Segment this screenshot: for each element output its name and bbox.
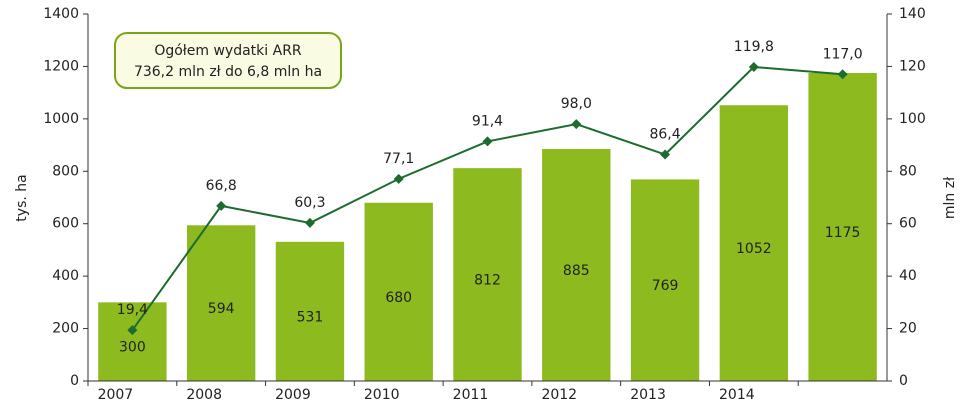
- line-value-label: 86,4: [649, 127, 680, 143]
- line-marker: [837, 69, 848, 80]
- bar: [808, 72, 877, 381]
- bar-value-label: 300: [119, 340, 146, 356]
- x-tick-label: 2008: [186, 387, 222, 403]
- bar-value-label: 531: [297, 309, 324, 325]
- y-tick-label: 1000: [43, 111, 79, 127]
- line-marker: [571, 119, 582, 130]
- x-tick-label: 2010: [364, 387, 400, 403]
- line-value-label: 98,0: [561, 96, 592, 112]
- bar: [542, 149, 611, 381]
- line-marker: [393, 173, 404, 184]
- x-tick-label: 2007: [98, 387, 134, 403]
- line-marker: [748, 61, 759, 72]
- bar: [186, 225, 256, 381]
- line-marker: [216, 200, 227, 211]
- x-tick-label: 2014: [719, 387, 755, 403]
- y-axis-label: tys. ha: [14, 174, 30, 221]
- y2-axis-label: mln zł: [942, 177, 958, 219]
- line-marker: [304, 217, 315, 228]
- bar-value-label: 1052: [736, 241, 772, 257]
- line-marker: [660, 149, 671, 160]
- y2-tick-label: 60: [899, 216, 917, 232]
- y-tick-label: 800: [52, 163, 79, 179]
- y-tick-label: 0: [70, 373, 79, 389]
- line-value-label: 77,1: [383, 151, 414, 167]
- line-value-label: 117,0: [823, 46, 863, 62]
- annotation-box: [114, 32, 342, 89]
- bar: [98, 302, 167, 381]
- y-tick-label: 200: [52, 321, 79, 337]
- bar-value-label: 680: [385, 290, 412, 306]
- bar: [364, 202, 433, 381]
- bar-value-label: 812: [474, 273, 501, 289]
- line-value-label: 119,8: [734, 39, 774, 55]
- annotation: Ogółem wydatki ARR: [154, 43, 302, 59]
- y-tick-label: 1400: [43, 6, 79, 22]
- x-tick-label: 2012: [541, 387, 577, 403]
- bar-value-label: 769: [652, 278, 679, 294]
- y-tick-label: 1200: [43, 58, 79, 74]
- bar-value-label: 885: [563, 263, 590, 279]
- line-marker: [482, 136, 493, 147]
- annotation: 736,2 mln zł do 6,8 mln ha: [134, 64, 322, 80]
- y2-tick-label: 20: [899, 321, 917, 337]
- y2-tick-label: 80: [899, 163, 917, 179]
- x-tick-label: 2009: [275, 387, 311, 403]
- y2-tick-label: 40: [899, 268, 917, 284]
- line-value-label: 19,4: [117, 302, 148, 318]
- bar: [719, 105, 789, 382]
- line-value-label: 66,8: [206, 178, 237, 194]
- y2-tick-label: 100: [899, 111, 926, 127]
- bar: [275, 241, 345, 381]
- y2-tick-label: 120: [899, 58, 926, 74]
- y2-tick-label: 0: [899, 373, 908, 389]
- line-value-label: 60,3: [294, 195, 325, 211]
- y-tick-label: 600: [52, 216, 79, 232]
- bar: [453, 168, 522, 381]
- y2-tick-label: 140: [899, 6, 926, 22]
- x-tick-label: 2011: [453, 387, 489, 403]
- line-marker: [127, 325, 138, 336]
- y-tick-label: 400: [52, 268, 79, 284]
- bar-value-label: 594: [208, 301, 235, 317]
- line-value-label: 91,4: [472, 113, 503, 129]
- bar: [630, 179, 700, 381]
- x-tick-label: 2013: [630, 387, 666, 403]
- bar-value-label: 1175: [825, 225, 861, 241]
